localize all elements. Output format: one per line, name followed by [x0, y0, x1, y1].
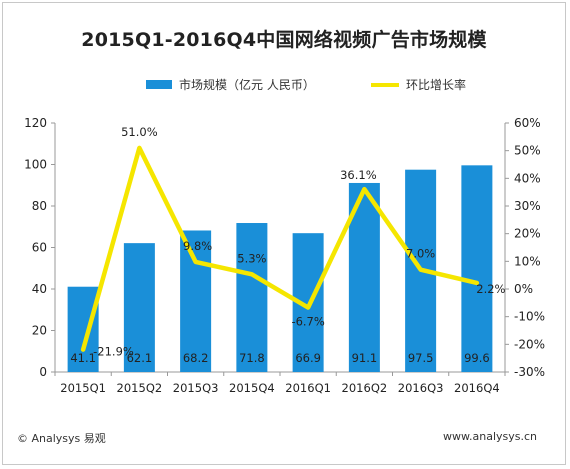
legend-line: 环比增长率 — [371, 76, 466, 93]
legend-bar-swatch — [146, 80, 172, 89]
x-tick-label: 2016Q2 — [342, 381, 388, 395]
legend-line-label: 环比增长率 — [406, 78, 467, 92]
bar — [123, 243, 155, 372]
growth-value-label: 7.0% — [406, 247, 435, 261]
bar — [461, 165, 493, 372]
x-tick-label: 2016Q1 — [285, 381, 331, 395]
growth-value-label: -6.7% — [291, 315, 324, 329]
right-tick-label: -10% — [514, 310, 545, 324]
bar — [67, 286, 99, 372]
left-tick-label: 120 — [24, 116, 47, 130]
x-tick-label: 2015Q3 — [173, 381, 219, 395]
growth-value-label: 36.1% — [340, 168, 377, 182]
growth-value-label: -21.9% — [93, 345, 134, 359]
source-url: www.analysys.cn — [443, 430, 537, 443]
left-tick-label: 60 — [32, 241, 47, 255]
right-tick-label: 40% — [514, 171, 541, 185]
growth-value-label: 51.0% — [121, 125, 158, 139]
chart-title: 2015Q1-2016Q4中国网络视频广告市场规模 — [81, 29, 487, 51]
chart-plot: 0 20 40 60 80 100 120 -30% -20% -10% 0% 10% 20% 30% 40… — [24, 116, 545, 395]
source-credit: © Analysys 易观 — [17, 432, 106, 445]
bar-value-label: 91.1 — [352, 351, 378, 365]
chart-frame: 2015Q1-2016Q4中国网络视频广告市场规模 市场规模（亿元 人民币） 环… — [2, 2, 566, 465]
right-tick-label: 0% — [514, 282, 533, 296]
right-tick-label: -30% — [514, 365, 545, 379]
right-tick-label: 60% — [514, 116, 541, 130]
left-tick-label: 100 — [24, 158, 47, 172]
legend-bar-label: 市场规模（亿元 人民币） — [179, 78, 315, 92]
right-tick-label: 20% — [514, 227, 541, 241]
x-tick-label: 2016Q4 — [454, 381, 500, 395]
x-tick-label: 2015Q4 — [229, 381, 275, 395]
right-tick-label: -20% — [514, 337, 545, 351]
bar-value-label: 97.5 — [408, 351, 434, 365]
right-tick-label: 50% — [514, 144, 541, 158]
x-tick-label: 2015Q1 — [60, 381, 106, 395]
left-tick-label: 80 — [32, 199, 47, 213]
bar-value-label: 66.9 — [295, 351, 321, 365]
x-tick-label: 2015Q2 — [117, 381, 163, 395]
left-tick-label: 0 — [39, 365, 47, 379]
bar — [236, 223, 268, 372]
legend-bar: 市场规模（亿元 人民币） — [146, 76, 315, 93]
bar-value-label: 41.1 — [70, 351, 96, 365]
bar-value-label: 99.6 — [464, 351, 490, 365]
right-tick-label: 30% — [514, 199, 541, 213]
bar-value-label: 62.1 — [127, 351, 153, 365]
bar — [180, 230, 212, 372]
x-tick-label: 2016Q3 — [398, 381, 444, 395]
legend-line-swatch — [371, 82, 399, 87]
growth-value-label: 2.2% — [476, 282, 505, 296]
bar-value-label: 71.8 — [239, 351, 265, 365]
growth-value-label: 9.8% — [183, 239, 212, 253]
right-tick-label: 10% — [514, 254, 541, 268]
bar-value-label: 68.2 — [183, 351, 209, 365]
left-tick-label: 20 — [32, 324, 47, 338]
growth-value-label: 5.3% — [237, 251, 266, 265]
left-tick-label: 40 — [32, 282, 47, 296]
growth-line — [80, 145, 480, 352]
